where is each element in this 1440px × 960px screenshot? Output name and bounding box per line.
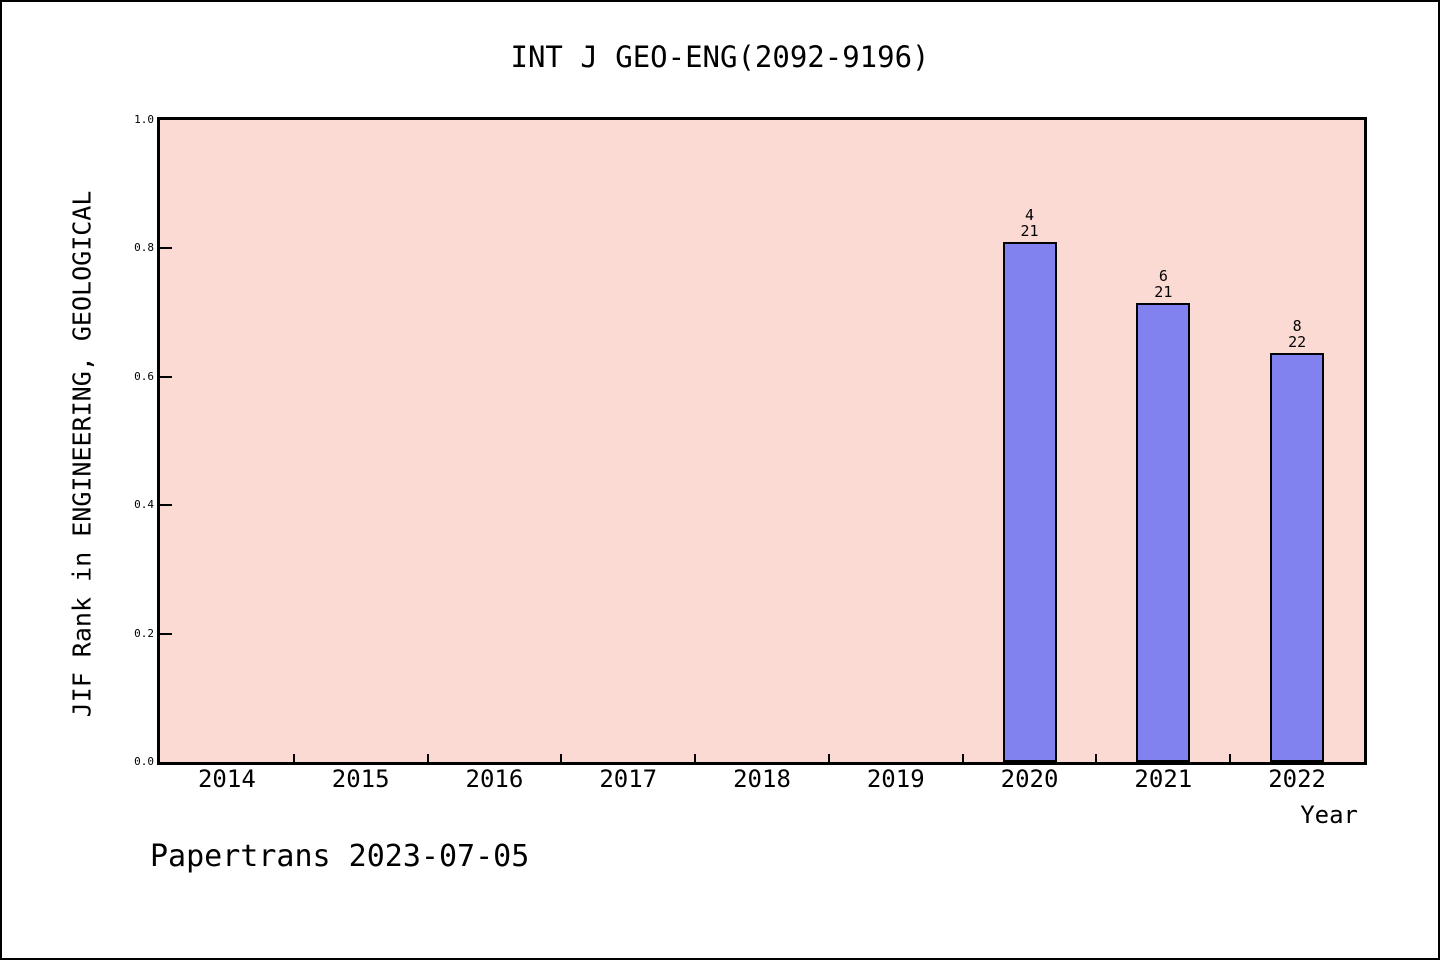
x-tick-label-2020: 2020 [1000, 765, 1059, 793]
y-tick-label-1.0: 1.0 [134, 113, 154, 126]
bar-rank-2021: 6 [1158, 267, 1168, 285]
chart-title: INT J GEO-ENG(2092-9196) [510, 40, 930, 74]
bar-2021 [1136, 303, 1191, 762]
footer-watermark: Papertrans 2023-07-05 [150, 839, 530, 874]
x-axis-tick [827, 754, 830, 762]
bar-2022 [1270, 353, 1325, 762]
x-tick-label-2019: 2019 [866, 765, 925, 793]
x-axis-tick [1229, 754, 1232, 762]
bar-total-2021: 21 [1154, 283, 1173, 301]
plot-area: 4 21 6 21 8 22 [157, 117, 1367, 765]
x-axis-tick [292, 754, 295, 762]
bar-2020 [1002, 242, 1057, 762]
bar-rank-2022: 8 [1292, 317, 1302, 335]
bar-value-label-2020: 4 21 [980, 207, 1080, 239]
x-tick-label-2017: 2017 [599, 765, 658, 793]
x-tick-label-2016: 2016 [465, 765, 524, 793]
y-tick-label-0.0: 0.0 [134, 755, 154, 768]
bar-total-2020: 21 [1020, 222, 1039, 240]
bar-value-label-2022: 8 22 [1247, 318, 1347, 350]
x-axis-tick [961, 754, 964, 762]
x-tick-label-2015: 2015 [331, 765, 390, 793]
x-tick-label-2021: 2021 [1134, 765, 1193, 793]
bar-rank-2020: 4 [1025, 206, 1035, 224]
x-axis-tick [694, 754, 697, 762]
y-tick-label-0.2: 0.2 [134, 626, 154, 640]
y-axis-tick [160, 504, 172, 507]
y-tick-label-0.6: 0.6 [134, 369, 154, 383]
x-axis-label: Year [1300, 801, 1358, 829]
x-tick-label-2022: 2022 [1268, 765, 1326, 793]
x-tick-label-2014: 2014 [197, 765, 256, 793]
y-axis-tick [160, 375, 172, 378]
y-axis-tick [160, 632, 172, 635]
x-axis-tick [560, 754, 563, 762]
x-tick-label-2018: 2018 [733, 765, 791, 793]
y-tick-label-0.8: 0.8 [134, 241, 154, 255]
y-axis-tick [160, 247, 172, 250]
x-axis-tick [1095, 754, 1098, 762]
y-tick-label-0.4: 0.4 [134, 498, 154, 512]
bar-value-label-2021: 6 21 [1113, 268, 1213, 300]
y-axis-label: JIF Rank in ENGINEERING, GEOLOGICAL [67, 190, 97, 718]
x-axis-tick [426, 754, 429, 762]
bar-total-2022: 22 [1288, 333, 1307, 351]
